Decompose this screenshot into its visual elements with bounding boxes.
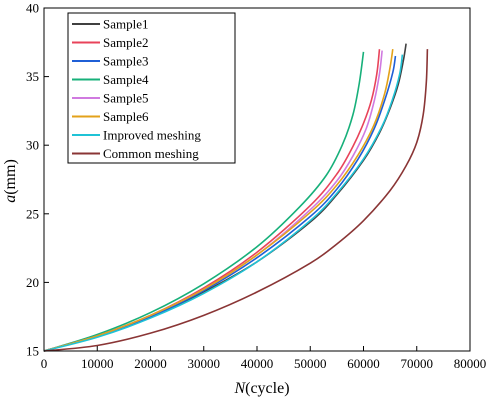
x-tick-label: 10000 [81, 356, 114, 371]
x-tick-label: 30000 [188, 356, 221, 371]
y-axis-unit: (mm) [2, 159, 19, 195]
x-tick-label: 70000 [401, 356, 434, 371]
x-tick-label: 80000 [454, 356, 487, 371]
y-tick-label: 25 [26, 206, 39, 221]
x-axis-unit: (cycle) [245, 380, 289, 397]
y-axis-title: a(mm) [2, 159, 19, 203]
legend: Sample1 Sample2 Sample3 Sample4 Sample5 Sampl… [67, 12, 236, 164]
series-line-6 [43, 49, 394, 352]
legend-label-5: Sample5 [103, 91, 149, 106]
y-tick-label: 20 [26, 275, 39, 290]
legend-label-1: Sample1 [103, 17, 149, 32]
y-axis: 15 20 25 30 35 40 [26, 1, 49, 359]
legend-label-3: Sample3 [103, 54, 149, 69]
legend-label-8: Common meshing [103, 146, 199, 161]
y-tick-label: 40 [26, 1, 39, 16]
legend-box [67, 12, 236, 164]
x-tick-label: 0 [41, 356, 48, 371]
legend-label-2: Sample2 [103, 35, 149, 50]
legend-label-7: Improved meshing [103, 128, 201, 143]
series-line-7 [43, 54, 404, 352]
y-tick-label: 15 [26, 344, 39, 359]
x-tick-label: 40000 [241, 356, 274, 371]
series-lines [43, 43, 429, 352]
series-line-3 [43, 55, 397, 352]
legend-label-6: Sample6 [103, 109, 149, 124]
x-tick-label: 50000 [294, 356, 327, 371]
series-line-8 [43, 49, 429, 352]
series-line-4 [43, 51, 365, 352]
x-tick-label: 60000 [347, 356, 380, 371]
x-axis-variable: N [233, 380, 246, 397]
x-axis: 0 10000 20000 30000 40000 50000 60000 70000 8000… [41, 346, 487, 371]
x-tick-label: 20000 [134, 356, 167, 371]
x-axis-title: N(cycle) [233, 380, 289, 397]
y-tick-label: 35 [26, 69, 39, 84]
legend-label-4: Sample4 [103, 72, 149, 87]
y-axis-variable: a [2, 195, 19, 203]
y-tick-label: 30 [26, 138, 39, 153]
